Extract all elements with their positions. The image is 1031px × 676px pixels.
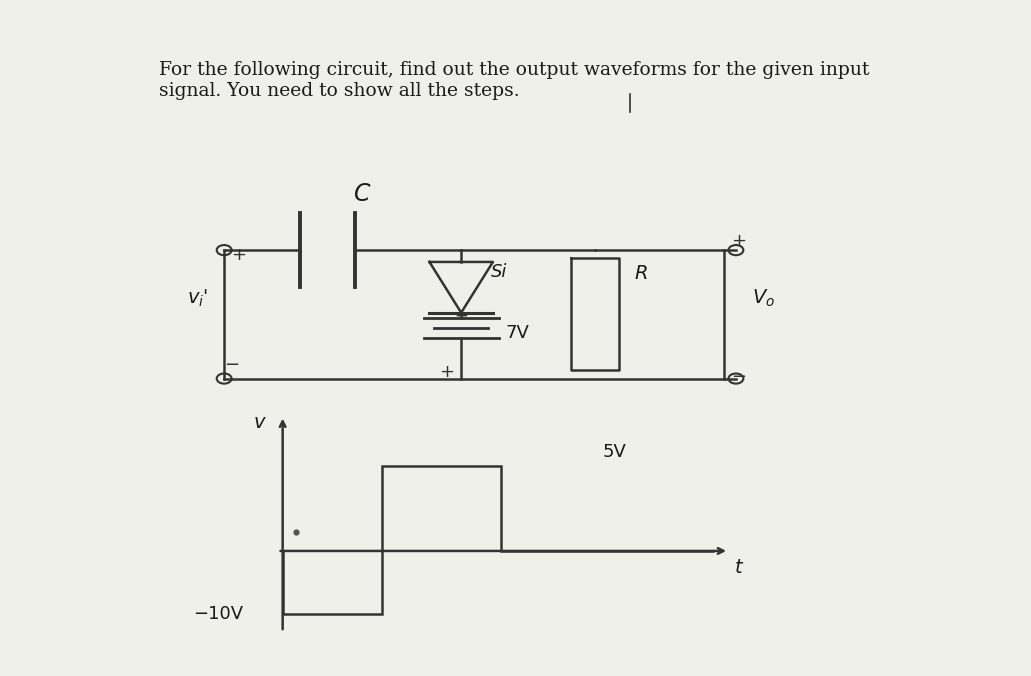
Text: +: + xyxy=(731,232,746,250)
Text: t: t xyxy=(735,558,742,577)
Text: $V_o$: $V_o$ xyxy=(752,288,775,310)
Text: Si: Si xyxy=(491,264,507,281)
Text: 5V: 5V xyxy=(603,443,627,460)
Text: −: − xyxy=(731,368,746,386)
Text: 7V: 7V xyxy=(506,324,530,341)
Text: v: v xyxy=(254,413,265,432)
Text: For the following circuit, find out the output waveforms for the given input
sig: For the following circuit, find out the … xyxy=(159,61,869,99)
Text: −10V: −10V xyxy=(193,605,243,623)
Text: −: − xyxy=(455,306,468,324)
Text: C: C xyxy=(354,182,370,206)
Text: R: R xyxy=(635,264,648,283)
Text: +: + xyxy=(231,246,246,264)
Text: +: + xyxy=(439,362,454,381)
Text: −: − xyxy=(224,356,239,375)
Text: $v_i$': $v_i$' xyxy=(187,288,208,310)
